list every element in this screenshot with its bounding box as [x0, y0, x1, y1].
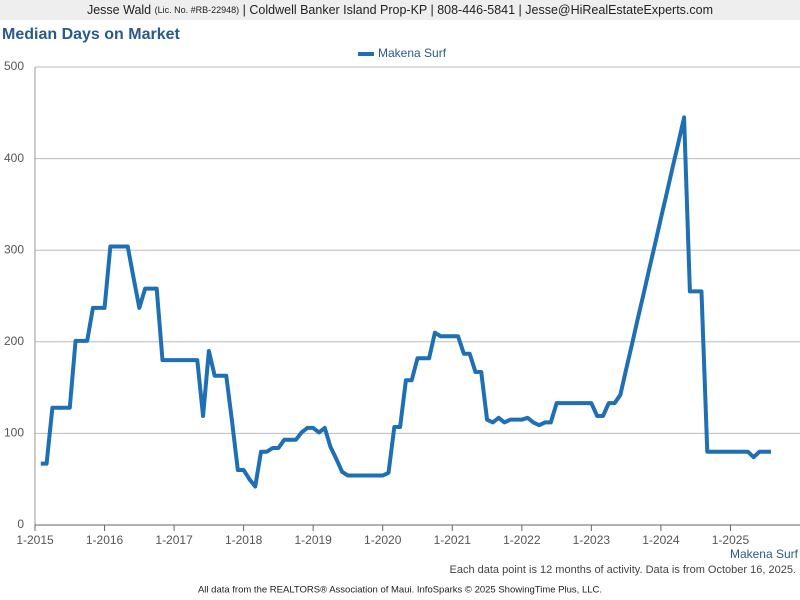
y-tick-label: 300: [4, 242, 24, 256]
chart-title: Median Days on Market: [2, 26, 181, 43]
x-tick-label: 1-2015: [16, 533, 54, 547]
y-tick-label: 500: [4, 59, 24, 73]
y-tick-label: 400: [4, 151, 24, 165]
contact: | Coldwell Banker Island Prop-KP | 808-4…: [243, 3, 713, 17]
x-tick-label: 1-2016: [86, 533, 124, 547]
legend-label: Makena Surf: [378, 46, 447, 60]
x-tick-label: 1-2018: [225, 533, 263, 547]
footer: All data from the REALTORS® Association …: [198, 585, 602, 596]
x-tick-label: 1-2025: [712, 533, 750, 547]
x-tick-label: 1-2023: [573, 533, 611, 547]
x-tick-label: 1-2017: [155, 533, 193, 547]
data-line: [40, 115, 772, 489]
x-tick-label: 1-2021: [434, 533, 472, 547]
y-tick-label: 100: [4, 426, 24, 440]
header-band: [0, 0, 800, 20]
y-tick-label: 0: [17, 517, 24, 531]
header: Jesse Wald (Lic. No. #RB-22948) | Coldwe…: [87, 3, 713, 17]
y-tick-label: 200: [4, 334, 24, 348]
x-tick-label: 1-2022: [503, 533, 541, 547]
agent-name: Jesse Wald: [87, 3, 151, 17]
x-tick-label: 1-2024: [642, 533, 680, 547]
note: Each data point is 12 months of activity…: [450, 564, 796, 576]
series-label: Makena Surf: [730, 547, 799, 561]
x-tick-label: 1-2019: [294, 533, 332, 547]
x-tick-label: 1-2020: [364, 533, 402, 547]
license: (Lic. No. #RB-22948): [155, 5, 240, 15]
